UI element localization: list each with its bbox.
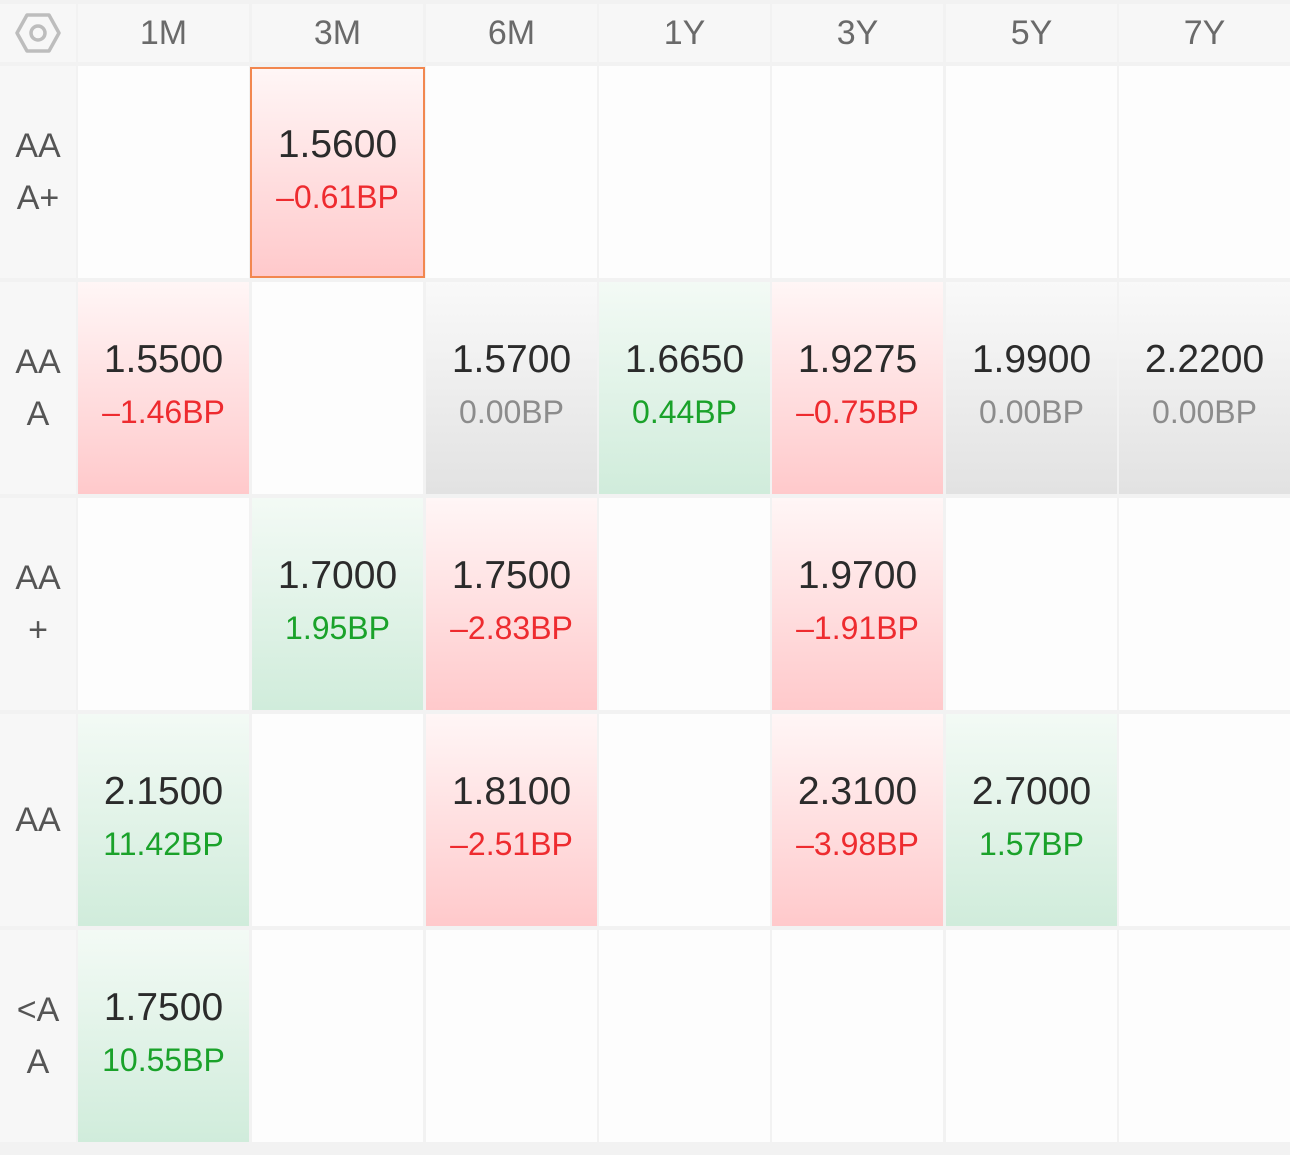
yield-value: 2.2200: [1144, 338, 1265, 381]
empty-cell[interactable]: [426, 930, 597, 1142]
quote-cell[interactable]: 1.8100 –2.51BP: [426, 714, 597, 926]
yield-change: 10.55BP: [102, 1042, 225, 1078]
yield-value: 1.8100: [451, 770, 572, 813]
row-label: AA +: [0, 498, 76, 710]
empty-cell[interactable]: [78, 66, 249, 278]
yield-value: 1.9700: [797, 554, 918, 597]
yield-value: 1.9900: [971, 338, 1092, 381]
row-label: <A A: [0, 930, 76, 1142]
empty-cell[interactable]: [946, 930, 1117, 1142]
empty-cell[interactable]: [252, 930, 423, 1142]
yield-value: 1.5700: [451, 338, 572, 381]
empty-cell[interactable]: [78, 498, 249, 710]
row-label: AA: [0, 714, 76, 926]
empty-cell[interactable]: [1119, 66, 1290, 278]
yield-value: 1.5600: [277, 123, 398, 166]
yield-value: 1.5500: [103, 338, 224, 381]
yield-change: –2.51BP: [450, 826, 573, 862]
quote-cell[interactable]: 1.9275 –0.75BP: [772, 282, 943, 494]
yield-value: 1.7500: [451, 554, 572, 597]
empty-cell[interactable]: [252, 714, 423, 926]
empty-cell[interactable]: [599, 66, 770, 278]
row-label: AA A+: [0, 66, 76, 278]
column-header-7y[interactable]: 7Y: [1119, 4, 1290, 62]
column-header-1m[interactable]: 1M: [78, 4, 249, 62]
quote-cell[interactable]: 1.5700 0.00BP: [426, 282, 597, 494]
empty-cell[interactable]: [946, 66, 1117, 278]
quote-cell[interactable]: 1.6650 0.44BP: [599, 282, 770, 494]
quote-cell[interactable]: 2.3100 –3.98BP: [772, 714, 943, 926]
empty-cell[interactable]: [772, 66, 943, 278]
yield-change: –1.46BP: [102, 394, 225, 430]
yield-change: 0.44BP: [632, 394, 737, 430]
quote-cell[interactable]: 1.7500 10.55BP: [78, 930, 249, 1142]
hexagon-settings-icon: [15, 13, 61, 53]
quote-cell[interactable]: 1.5600 –0.61BP: [250, 67, 425, 278]
empty-cell[interactable]: [252, 282, 423, 494]
yield-change: 0.00BP: [1152, 394, 1257, 430]
column-header-3m[interactable]: 3M: [252, 4, 423, 62]
empty-cell[interactable]: [1119, 498, 1290, 710]
yield-change: –3.98BP: [796, 826, 919, 862]
settings-button[interactable]: [0, 4, 76, 62]
column-header-1y[interactable]: 1Y: [599, 4, 770, 62]
yield-change: 0.00BP: [979, 394, 1084, 430]
quote-cell[interactable]: 1.7000 1.95BP: [252, 498, 423, 710]
yield-change: 11.42BP: [103, 826, 224, 862]
empty-cell[interactable]: [599, 498, 770, 710]
empty-cell[interactable]: [772, 930, 943, 1142]
quote-cell[interactable]: 1.7500 –2.83BP: [426, 498, 597, 710]
empty-cell[interactable]: [599, 714, 770, 926]
yield-change: –2.83BP: [450, 610, 573, 646]
yield-change: –0.75BP: [796, 394, 919, 430]
quote-cell[interactable]: 1.9700 –1.91BP: [772, 498, 943, 710]
quote-cell[interactable]: 1.9900 0.00BP: [946, 282, 1117, 494]
yield-value: 1.9275: [797, 338, 918, 381]
yield-value: 2.3100: [797, 770, 918, 813]
quote-cell[interactable]: 2.7000 1.57BP: [946, 714, 1117, 926]
column-header-3y[interactable]: 3Y: [772, 4, 943, 62]
yield-change: 1.95BP: [285, 610, 390, 646]
empty-cell[interactable]: [599, 930, 770, 1142]
yield-value: 2.7000: [971, 770, 1092, 813]
quote-cell[interactable]: 2.2200 0.00BP: [1119, 282, 1290, 494]
empty-cell[interactable]: [1119, 930, 1290, 1142]
empty-cell[interactable]: [426, 66, 597, 278]
yield-change: 1.57BP: [979, 826, 1084, 862]
yield-value: 1.7500: [103, 986, 224, 1029]
column-header-6m[interactable]: 6M: [426, 4, 597, 62]
yield-change: –1.91BP: [796, 610, 919, 646]
yield-value: 1.7000: [277, 554, 398, 597]
yield-value: 2.1500: [103, 770, 224, 813]
empty-cell[interactable]: [946, 498, 1117, 710]
yield-change: 0.00BP: [459, 394, 564, 430]
quote-cell[interactable]: 2.1500 11.42BP: [78, 714, 249, 926]
row-label: AA A: [0, 282, 76, 494]
yield-change: –0.61BP: [276, 179, 399, 215]
quote-cell[interactable]: 1.5500 –1.46BP: [78, 282, 249, 494]
empty-cell[interactable]: [1119, 714, 1290, 926]
yield-value: 1.6650: [624, 338, 745, 381]
column-header-5y[interactable]: 5Y: [946, 4, 1117, 62]
